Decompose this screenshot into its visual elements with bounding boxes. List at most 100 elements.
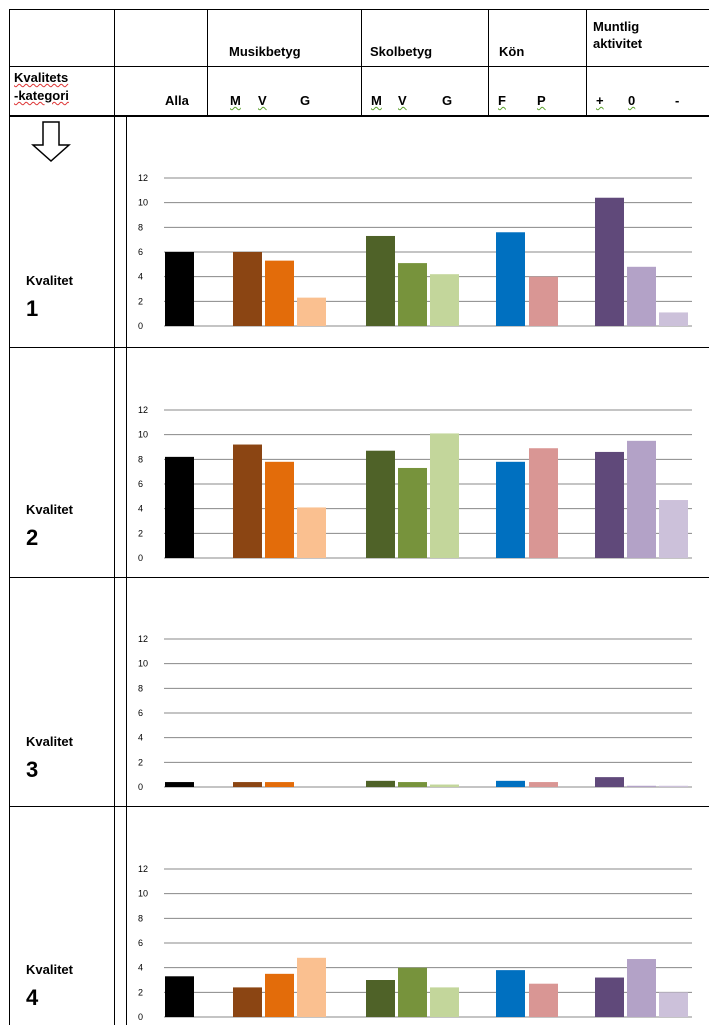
bar-1 xyxy=(165,976,194,1017)
y-tick-label: 8 xyxy=(138,683,143,693)
bar-8 xyxy=(496,970,525,1017)
bar-3 xyxy=(265,782,294,787)
row-label-word: Kvalitet xyxy=(26,502,73,517)
bar-2 xyxy=(233,252,262,326)
y-tick-label: 10 xyxy=(138,659,148,669)
bar-11 xyxy=(627,785,656,787)
header-col-divider-1 xyxy=(207,9,208,116)
bar-11 xyxy=(627,959,656,1017)
y-tick-label: 10 xyxy=(138,430,148,440)
row-label-word: Kvalitet xyxy=(26,273,73,288)
y-tick-label: 2 xyxy=(138,757,143,767)
bar-1 xyxy=(165,252,194,326)
y-tick-label: 4 xyxy=(138,733,143,743)
chart-kvalitet-4: 0 2 4 6 8 10 12 xyxy=(138,864,692,1022)
bar-2 xyxy=(233,782,262,787)
y-tick-label: 12 xyxy=(138,634,148,644)
bar-5 xyxy=(366,450,395,558)
y-tick-label: 4 xyxy=(138,272,143,282)
row-label-1: Kvalitet 1 xyxy=(26,273,73,322)
y-tick-label: 8 xyxy=(138,913,143,923)
row-label-number: 1 xyxy=(26,296,39,321)
bar-9 xyxy=(529,448,558,558)
row-label-3: Kvalitet 3 xyxy=(26,734,73,783)
row-label-word: Kvalitet xyxy=(26,734,73,749)
y-tick-label: 6 xyxy=(138,479,143,489)
y-tick-label: 2 xyxy=(138,296,143,306)
y-tick-label: 10 xyxy=(138,889,148,899)
muntlig-sub-minus: - xyxy=(675,93,680,108)
y-tick-label: 12 xyxy=(138,864,148,874)
y-tick-label: 0 xyxy=(138,321,143,331)
bar-3 xyxy=(265,260,294,326)
y-tick-label: 12 xyxy=(138,405,148,415)
bar-8 xyxy=(496,461,525,558)
y-tick-label: 4 xyxy=(138,504,143,514)
bar-8 xyxy=(496,780,525,787)
bar-9 xyxy=(529,276,558,326)
muntlig-header-line2: aktivitet xyxy=(593,36,643,51)
bar-5 xyxy=(366,980,395,1017)
row-label-word: Kvalitet xyxy=(26,962,73,977)
bar-4 xyxy=(297,297,326,326)
bar-12 xyxy=(659,785,688,787)
bar-6 xyxy=(398,967,427,1017)
kategori-header-line2: -kategori xyxy=(14,88,69,103)
kon-sub-f: F xyxy=(498,93,506,108)
bar-3 xyxy=(265,461,294,558)
bar-1 xyxy=(165,782,194,787)
bar-6 xyxy=(398,467,427,558)
kon-sub-p: P xyxy=(537,93,546,108)
kon-header: Kön xyxy=(499,44,525,59)
y-tick-label: 6 xyxy=(138,708,143,718)
header-divider xyxy=(9,66,709,67)
category-column-border xyxy=(114,9,115,1025)
muntlig-header-line1: Muntlig xyxy=(593,19,640,34)
y-tick-label: 0 xyxy=(138,1012,143,1022)
skol-sub-m: M xyxy=(371,93,382,108)
bar-3 xyxy=(265,973,294,1017)
y-tick-label: 4 xyxy=(138,963,143,973)
y-tick-label: 6 xyxy=(138,247,143,257)
row-label-number: 3 xyxy=(26,757,39,782)
chart-kvalitet-2: 0 2 4 6 8 10 12 xyxy=(138,405,692,563)
header-col-divider-2 xyxy=(361,9,362,116)
bar-9 xyxy=(529,983,558,1017)
bar-11 xyxy=(627,266,656,326)
y-tick-label: 0 xyxy=(138,553,143,563)
bar-6 xyxy=(398,782,427,787)
table-left-border xyxy=(9,9,10,1025)
chart-kvalitet-1: 0 2 4 6 8 10 12 xyxy=(138,173,692,331)
header-col-divider-4 xyxy=(586,9,587,116)
bar-7 xyxy=(430,274,459,326)
bar-10 xyxy=(595,197,624,326)
down-arrow-icon xyxy=(31,121,71,163)
alla-subheader: Alla xyxy=(165,93,189,108)
bar-5 xyxy=(366,780,395,787)
skol-sub-g: G xyxy=(442,93,453,108)
y-tick-label: 6 xyxy=(138,938,143,948)
muntlig-sub-plus: + xyxy=(596,93,604,108)
bar-7 xyxy=(430,784,459,787)
bar-10 xyxy=(595,451,624,558)
bar-9 xyxy=(529,782,558,787)
bar-2 xyxy=(233,444,262,558)
bar-6 xyxy=(398,263,427,326)
bar-1 xyxy=(165,456,194,558)
y-tick-label: 10 xyxy=(138,198,148,208)
bar-7 xyxy=(430,433,459,558)
musik-sub-m: M xyxy=(230,93,241,108)
row-divider-1 xyxy=(9,347,709,348)
row-label-2: Kvalitet 2 xyxy=(26,502,73,551)
bar-10 xyxy=(595,977,624,1017)
y-tick-label: 8 xyxy=(138,454,143,464)
bar-4 xyxy=(297,507,326,558)
bar-11 xyxy=(627,440,656,558)
row-label-number: 2 xyxy=(26,525,39,550)
row-divider-2 xyxy=(9,577,709,578)
skolbetyg-header: Skolbetyg xyxy=(370,44,433,59)
bar-4 xyxy=(297,957,326,1017)
chart-column-border xyxy=(126,116,127,1025)
bar-10 xyxy=(595,777,624,787)
